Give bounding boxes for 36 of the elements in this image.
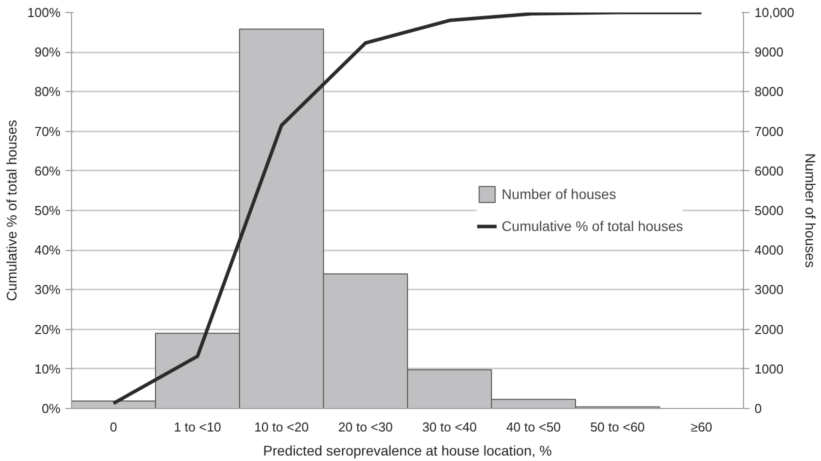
x-tick-label: 40 to <50 (506, 420, 561, 434)
y2-tick-label: 5000 (754, 203, 784, 218)
y2-tick-label: 2000 (754, 322, 784, 337)
y-tick-label: 60% (34, 163, 61, 178)
y-tick-label: 40% (34, 242, 61, 258)
y2-tick-label: 7000 (754, 124, 784, 139)
y-tick-label: 30% (34, 282, 61, 298)
y2-tick-label: 10,000 (754, 5, 794, 20)
y-tick-label: 80% (34, 84, 61, 100)
x-tick-label: 0 (110, 420, 118, 434)
y-axis-title: Cumulative % of total houses (3, 120, 20, 302)
y2-tick-label: 3000 (754, 282, 784, 298)
y2-tick-label: 1000 (754, 361, 784, 376)
y-tick-label: 0% (42, 401, 61, 416)
y-tick-label: 20% (34, 322, 61, 337)
y-tick-label: 100% (27, 5, 61, 20)
y2-tick-label: 9000 (754, 44, 784, 60)
x-tick-label: 1 to <10 (174, 420, 222, 434)
y2-axis-title: Number of houses (802, 153, 818, 268)
legend-label: Number of houses (502, 186, 616, 202)
x-tick-label: 20 to <30 (338, 420, 393, 434)
y2-tick-label: 4000 (754, 242, 784, 258)
y-tick-label: 10% (34, 361, 61, 376)
y2-tick-label: 0 (754, 401, 762, 416)
x-tick-label: 30 to <40 (422, 420, 477, 434)
line-series (112, 12, 704, 406)
legend-label: Cumulative % of total houses (502, 218, 683, 234)
y-tick-label: 50% (34, 203, 61, 218)
y2-tick-label: 8000 (754, 84, 784, 100)
x-axis-title: Predicted seroprevalence at house location, % (263, 442, 552, 458)
x-tick-label: ≥60 (690, 420, 712, 434)
y2-tick-label: 6000 (754, 163, 784, 178)
x-tick-label: 10 to <20 (254, 420, 309, 434)
x-tick-label: 50 to <60 (590, 420, 645, 434)
y-tick-label: 90% (34, 44, 61, 60)
y-tick-label: 70% (34, 124, 61, 139)
